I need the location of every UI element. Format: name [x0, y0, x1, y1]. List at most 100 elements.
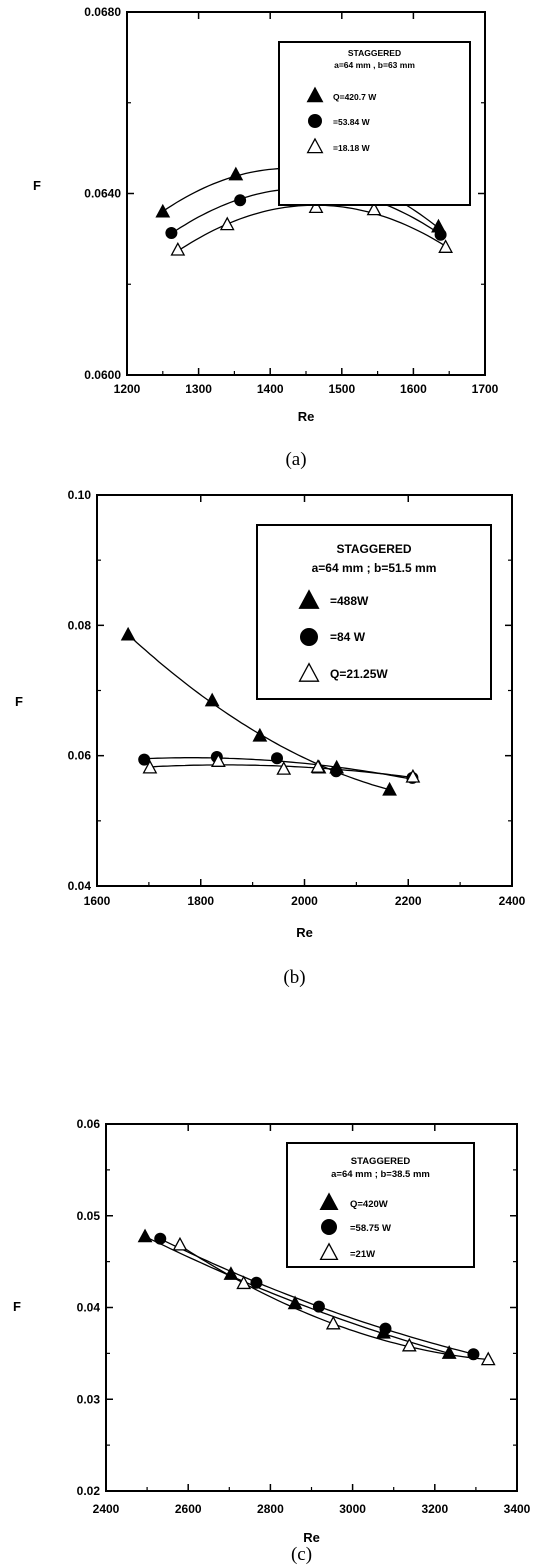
data-point — [438, 239, 454, 253]
legend-marker — [306, 137, 324, 154]
legend-entry-label: Q=21.25W — [330, 667, 388, 681]
data-point — [310, 759, 326, 773]
data-point — [325, 1315, 341, 1330]
data-point — [250, 1276, 263, 1289]
legend-marker — [306, 86, 324, 103]
data-point — [223, 1266, 239, 1280]
x-tick-label: 2600 — [175, 1502, 202, 1516]
legend-marker — [300, 628, 318, 646]
y-tick-label: 0.04 — [77, 1301, 101, 1315]
data-point — [155, 203, 171, 218]
x-tick-label: 2200 — [395, 894, 422, 908]
data-point — [330, 765, 343, 778]
data-point — [138, 753, 151, 766]
x-tick-label: 2400 — [93, 1502, 120, 1516]
x-tick-label: 1800 — [187, 894, 214, 908]
y-tick-label: 0.0600 — [84, 368, 121, 382]
legend-entry-label: =58.75 W — [350, 1223, 391, 1234]
x-tick-label: 1700 — [472, 382, 499, 396]
data-point — [379, 1322, 392, 1335]
panel-caption: (b) — [283, 967, 305, 988]
x-tick-label: 1500 — [328, 382, 355, 396]
data-point — [204, 692, 220, 707]
legend-marker — [319, 1242, 339, 1261]
x-tick-label: 2800 — [257, 1502, 284, 1516]
x-tick-label: 2000 — [291, 894, 318, 908]
y-tick-label: 0.06 — [77, 1117, 101, 1131]
x-axis-label: Re — [303, 1530, 320, 1545]
data-point — [271, 752, 284, 765]
chart-panel-1: 1200 1300 1400 1500 1600 1700 0.0600 0.0640 0.06… — [33, 5, 499, 470]
data-point — [401, 1337, 417, 1352]
data-point — [234, 194, 247, 207]
y-tick-label: 0.0680 — [84, 5, 121, 19]
legend-title: STAGGERED — [336, 542, 411, 556]
data-point — [154, 1232, 167, 1245]
legend-marker — [321, 1219, 337, 1235]
data-point — [210, 753, 226, 767]
legend-box — [256, 524, 492, 700]
y-tick-label: 0.10 — [68, 488, 92, 502]
data-point — [405, 768, 421, 783]
y-tick-label: 0.02 — [77, 1484, 101, 1498]
data-point — [165, 226, 178, 239]
y-axis-label: F — [15, 694, 23, 709]
data-point — [382, 781, 397, 796]
data-point — [137, 1228, 153, 1243]
legend-marker — [298, 662, 320, 682]
y-tick-label: 0.0640 — [84, 187, 121, 201]
legend-entry-label: =18.18 W — [333, 143, 371, 153]
chart-panel-2: 1600 1800 2000 2200 2400 0.04 0.06 0.08 0.10 Re F S… — [15, 488, 526, 988]
data-point — [252, 727, 268, 742]
panel-caption: (a) — [285, 449, 306, 470]
y-tick-label: 0.06 — [68, 749, 92, 763]
data-point — [467, 1348, 480, 1361]
x-tick-label: 1600 — [400, 382, 427, 396]
y-axis-label: F — [13, 1299, 21, 1314]
data-point — [142, 759, 158, 774]
data-point — [219, 216, 235, 231]
legend-subtitle: a=64 mm , b=63 mm — [334, 60, 415, 70]
legend-subtitle: a=64 mm ; b=38.5 mm — [331, 1169, 430, 1180]
legend-subtitle: a=64 mm ; b=51.5 mm — [312, 561, 437, 575]
chart-panel-3: 2400 2600 2800 3000 3200 3400 0.02 0.03 0.04 0.05… — [13, 1117, 531, 1565]
data-point — [228, 166, 244, 181]
data-point — [172, 1236, 188, 1251]
y-tick-label: 0.04 — [68, 879, 92, 893]
legend-entry-label: =84 W — [330, 630, 366, 644]
data-point — [441, 1345, 457, 1359]
data-point — [366, 201, 382, 216]
data-point — [120, 626, 136, 641]
data-point — [276, 761, 292, 775]
x-tick-label: 3400 — [504, 1502, 531, 1516]
y-tick-label: 0.05 — [77, 1209, 101, 1223]
legend-title: STAGGERED — [351, 1156, 411, 1167]
y-axis-label: F — [33, 178, 41, 193]
x-tick-label: 1300 — [185, 382, 212, 396]
x-tick-label: 3200 — [421, 1502, 448, 1516]
data-point — [308, 199, 324, 214]
x-tick-label: 3000 — [339, 1502, 366, 1516]
legend-entry-label: =488W — [330, 594, 369, 608]
y-tick-label: 0.03 — [77, 1392, 101, 1406]
x-tick-label: 1400 — [257, 382, 284, 396]
data-point — [170, 241, 186, 256]
legend-entry-label: =53.84 W — [333, 117, 371, 127]
legend-marker — [319, 1192, 339, 1211]
legend-box — [286, 1142, 475, 1268]
x-axis-label: Re — [296, 925, 313, 940]
legend-marker — [308, 114, 322, 128]
x-tick-label: 1600 — [84, 894, 111, 908]
legend-entry-label: Q=420W — [350, 1199, 388, 1210]
panel-caption: (c) — [291, 1544, 312, 1565]
y-tick-label: 0.08 — [68, 618, 92, 632]
data-point — [287, 1295, 303, 1310]
x-tick-label: 2400 — [499, 894, 526, 908]
x-tick-label: 1200 — [114, 382, 141, 396]
data-point — [236, 1275, 252, 1290]
legend-title: STAGGERED — [348, 48, 401, 58]
legend-entry-label: =21W — [350, 1249, 375, 1260]
x-axis-label: Re — [298, 409, 315, 424]
data-point — [312, 1300, 325, 1313]
